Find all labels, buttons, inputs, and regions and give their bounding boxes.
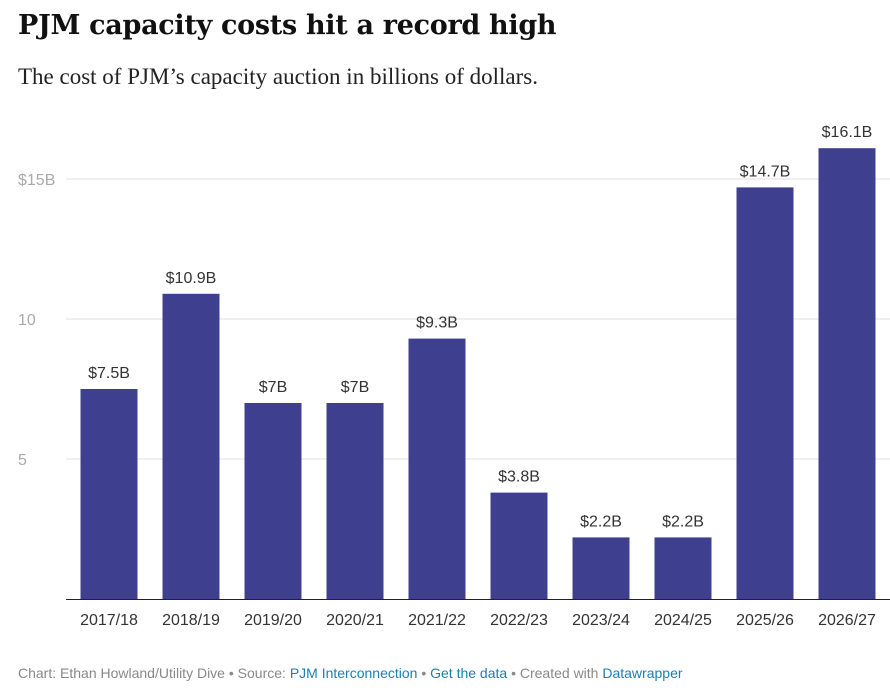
chart-subtitle: The cost of PJM’s capacity auction in bi… <box>18 64 538 89</box>
bar[interactable] <box>736 187 794 599</box>
value-label: $3.8B <box>498 469 540 486</box>
bar[interactable] <box>572 537 630 599</box>
bar[interactable] <box>162 293 220 599</box>
created-prefix: Created with <box>519 665 599 681</box>
bar[interactable] <box>244 403 302 599</box>
value-label: $2.2B <box>662 513 704 530</box>
y-tick-label: $15B <box>18 172 55 189</box>
bar[interactable] <box>326 403 384 599</box>
bar-chart: 5 10 $15B $7.5B 2017/18 $10.9B 2018/19 $7B 2019/… <box>18 124 890 629</box>
value-label: $10.9B <box>166 270 217 287</box>
chart-footer: Chart: Ethan Howland/Utility Dive • Sour… <box>18 665 683 681</box>
value-label: $7B <box>341 379 369 396</box>
y-tick-label: 10 <box>18 312 36 329</box>
source-link[interactable]: PJM Interconnection <box>289 665 418 681</box>
separator-dot: • <box>511 665 520 681</box>
x-tick-label: 2022/23 <box>490 612 548 629</box>
x-tick-label: 2019/20 <box>244 612 302 629</box>
credit-text: Chart: Ethan Howland/Utility Dive <box>18 665 225 681</box>
x-tick-label: 2026/27 <box>818 612 876 629</box>
x-tick-label: 2021/22 <box>408 612 466 629</box>
value-label: $14.7B <box>740 163 791 180</box>
value-label: $7.5B <box>88 365 130 382</box>
x-tick-label: 2023/24 <box>572 612 630 629</box>
bar[interactable] <box>818 148 876 599</box>
datawrapper-link[interactable]: Datawrapper <box>602 665 683 681</box>
x-tick-label: 2020/21 <box>326 612 384 629</box>
bar[interactable] <box>654 537 712 599</box>
value-label: $7B <box>259 379 287 396</box>
bar[interactable] <box>80 389 138 599</box>
bar[interactable] <box>408 338 466 599</box>
x-tick-label: 2025/26 <box>736 612 794 629</box>
get-data-link[interactable]: Get the data <box>430 665 508 681</box>
x-tick-label: 2018/19 <box>162 612 220 629</box>
bar[interactable] <box>490 492 548 599</box>
value-label: $2.2B <box>580 513 622 530</box>
x-tick-label: 2024/25 <box>654 612 712 629</box>
source-prefix: Source: <box>237 665 286 681</box>
value-label: $16.1B <box>822 124 873 141</box>
chart-title: PJM capacity costs hit a record high <box>18 10 557 41</box>
separator-dot: • <box>228 665 238 681</box>
value-label: $9.3B <box>416 315 458 332</box>
x-tick-label: 2017/18 <box>80 612 138 629</box>
y-tick-label: 5 <box>18 452 27 469</box>
separator-dot: • <box>421 665 431 681</box>
